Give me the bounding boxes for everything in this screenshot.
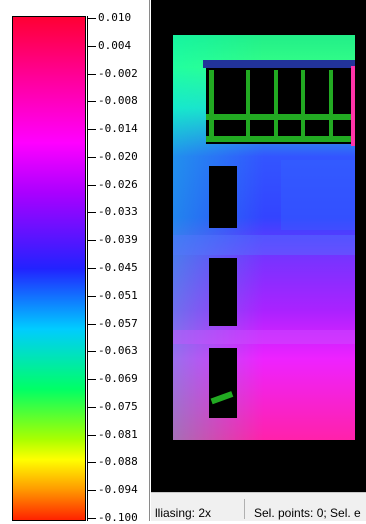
scale-tick [88, 101, 96, 102]
lower-window [209, 348, 237, 418]
scale-tick-label: -0.063 [98, 344, 138, 357]
scale-tick-label: -0.088 [98, 455, 138, 468]
scale-tick [88, 296, 96, 297]
scale-tick [88, 379, 96, 380]
scale-tick-label: -0.026 [98, 178, 138, 191]
scale-tick-label: -0.075 [98, 400, 138, 413]
point-cloud-view[interactable] [151, 0, 366, 492]
scale-tick-label: -0.002 [98, 67, 138, 80]
scale-tick [88, 185, 96, 186]
scale-tick [88, 407, 96, 408]
scale-tick [88, 351, 96, 352]
scale-tick-label: -0.014 [98, 122, 138, 135]
scale-tick-label: -0.069 [98, 372, 138, 385]
scale-tick-label: 0.010 [98, 11, 132, 24]
scale-tick-label: -0.081 [98, 428, 138, 441]
scale-tick [88, 157, 96, 158]
scale-tick [88, 240, 96, 241]
scale-tick [88, 462, 96, 463]
scale-tick-label: -0.039 [98, 233, 138, 246]
scale-tick-label: -0.033 [98, 205, 138, 218]
scale-tick-label: -0.008 [98, 94, 138, 107]
scale-tick [88, 490, 96, 491]
scale-tick-label: -0.051 [98, 289, 138, 302]
color-scale-axis [87, 16, 88, 521]
point-cloud-render [173, 30, 366, 445]
scale-tick [88, 46, 96, 47]
scale-tick-label: 0.004 [98, 39, 132, 52]
scale-tick [88, 18, 96, 19]
scale-tick [88, 129, 96, 130]
scale-tick-label: -0.094 [98, 483, 138, 496]
antialiasing-status: lliasing: 2x [155, 506, 212, 520]
middle-window-2 [209, 258, 237, 326]
scale-tick-label: -0.045 [98, 261, 138, 274]
color-scale-bar [12, 16, 86, 521]
scale-tick [88, 518, 96, 519]
scale-tick [88, 74, 96, 75]
scale-tick [88, 435, 96, 436]
selection-status: Sel. points: 0; Sel. e [254, 506, 361, 520]
scale-tick-label: -0.020 [98, 150, 138, 163]
scale-tick-label: -0.057 [98, 317, 138, 330]
color-scale-panel: 0.010 0.004 -0.002 -0.008 -0.014 -0.020 -0.026… [0, 0, 150, 524]
status-separator [244, 499, 245, 519]
status-bar: lliasing: 2x Sel. points: 0; Sel. e [151, 492, 366, 521]
scale-tick [88, 212, 96, 213]
scale-tick-label: -0.100 [98, 511, 138, 524]
middle-window-1 [209, 166, 237, 228]
scale-tick [88, 268, 96, 269]
scale-tick [88, 324, 96, 325]
